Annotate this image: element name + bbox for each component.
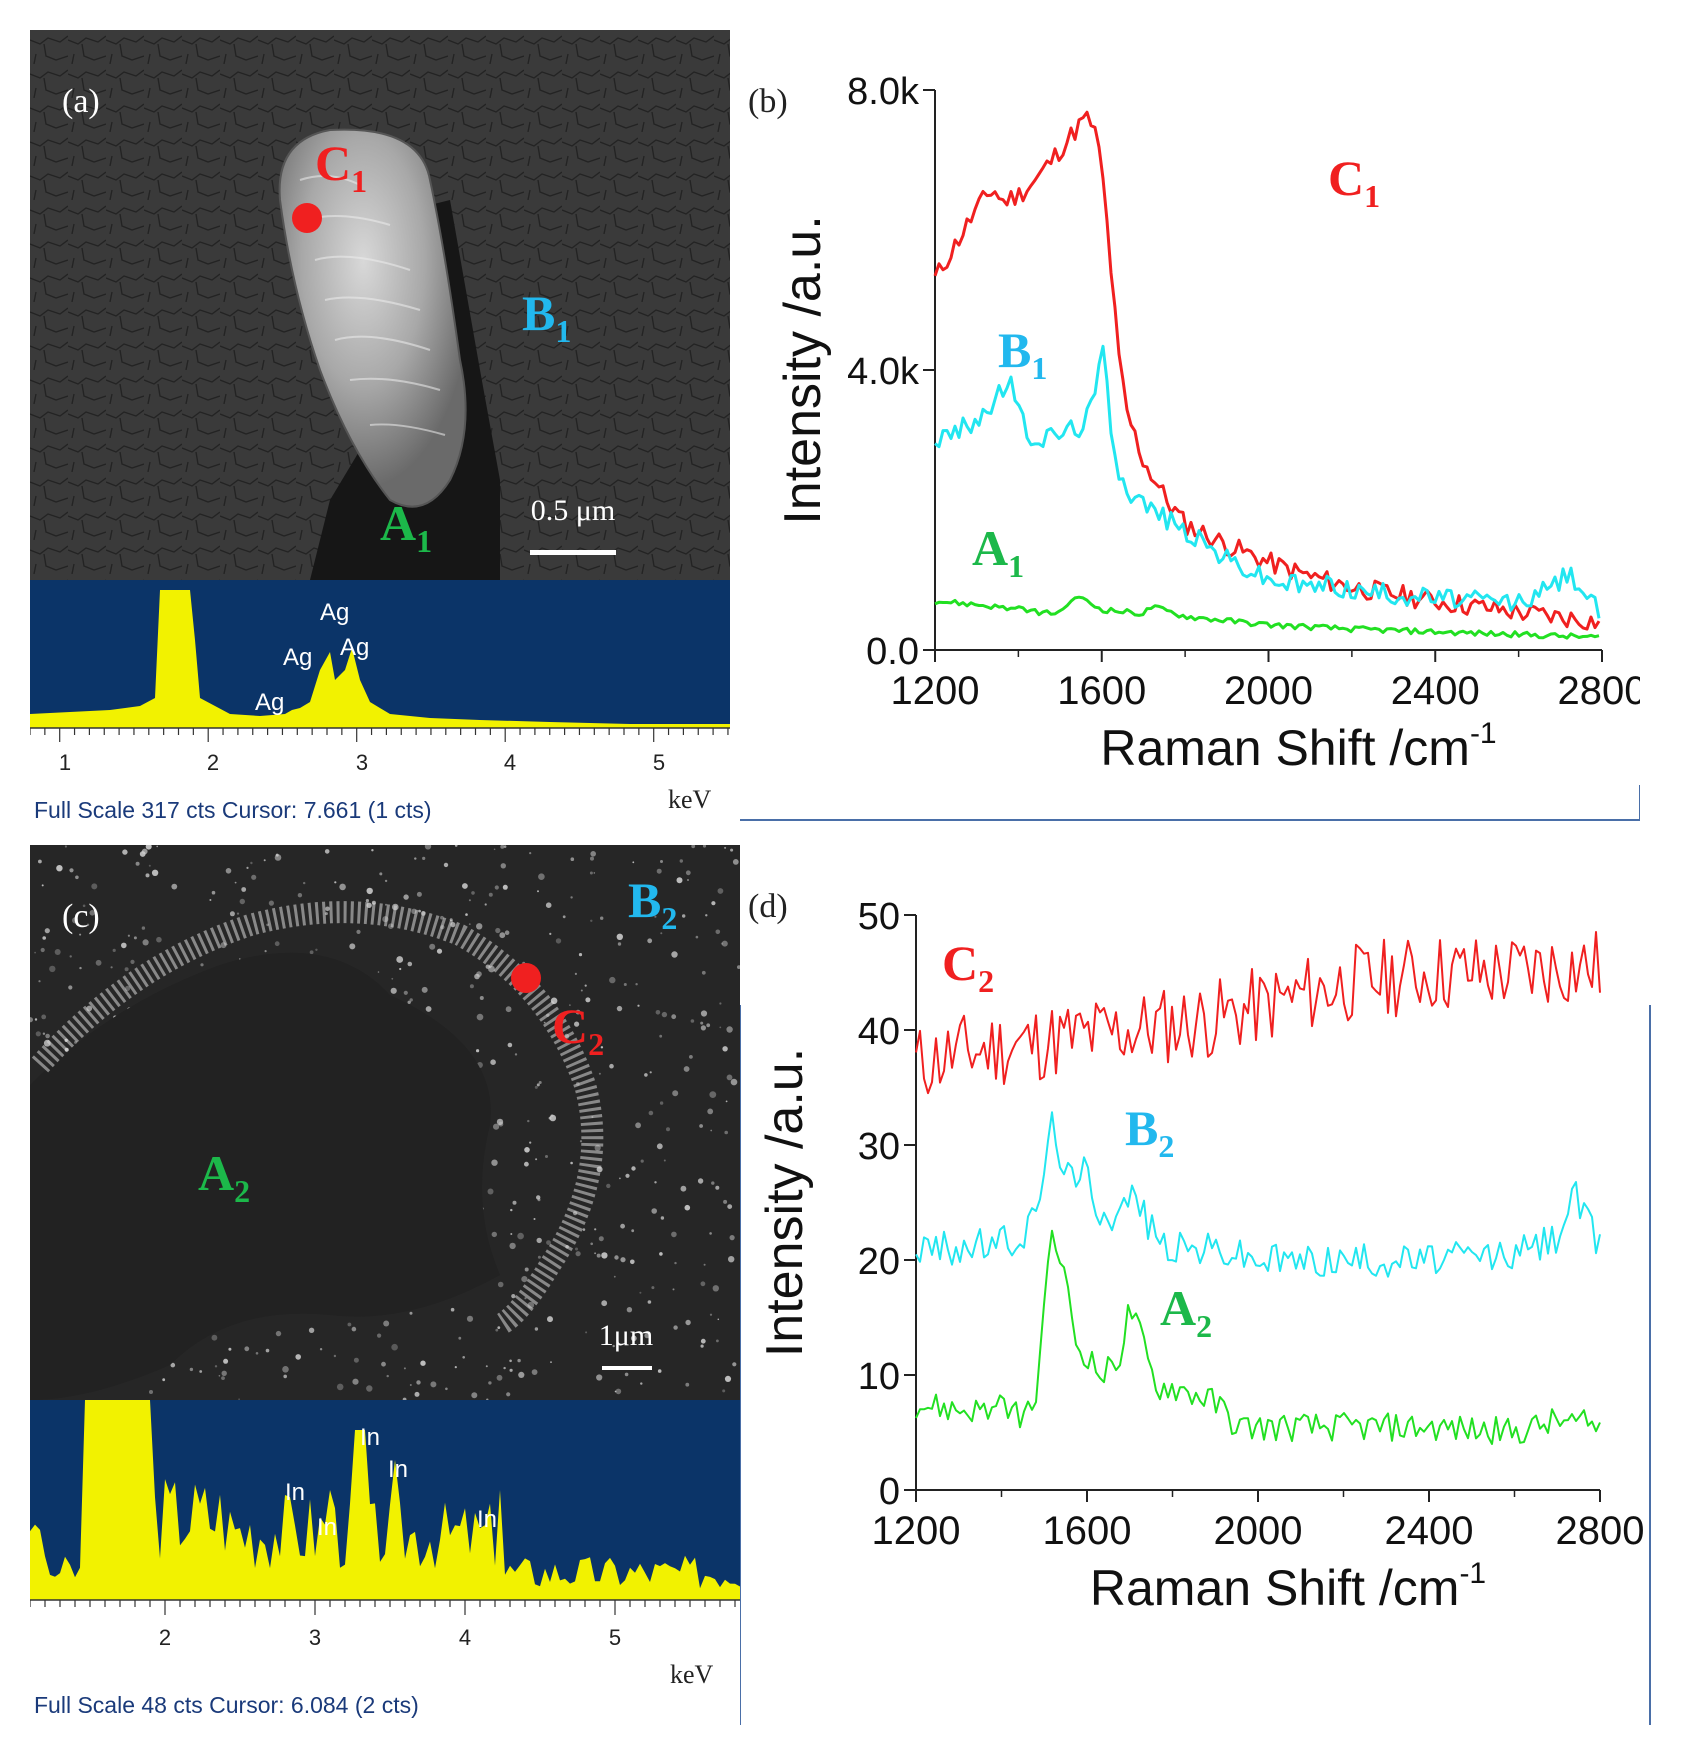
point-label-c2: C2 (552, 998, 604, 1062)
point-c1-marker (292, 203, 322, 233)
point-label-b1: B1 (522, 285, 571, 349)
eds-tick-label-c: 3 (309, 1625, 321, 1650)
y-tick-label: 30 (858, 1126, 900, 1168)
eds-tick-label-a: 1 (59, 750, 71, 775)
eds-spectrum-a (30, 580, 730, 728)
y-tick-label: 8.0k (847, 71, 920, 113)
series-line-c1 (933, 110, 1601, 631)
series-label-c2: C2 (942, 935, 994, 999)
y-axis-label: Intensity /a.u. (774, 215, 832, 524)
series-line-a2 (915, 1229, 1601, 1445)
panel-label-b: (b) (748, 83, 788, 120)
series-label-a1: A1 (972, 520, 1024, 584)
x-tick-label: 2000 (1224, 669, 1313, 713)
eds-tick-label-a: 2 (207, 750, 219, 775)
eds-tick-label-a: 4 (504, 750, 516, 775)
x-tick-label: 2800 (1556, 1509, 1645, 1553)
scale-bar-label-c: 1μm (599, 1319, 653, 1352)
x-axis-label: Raman Shift /cm-1 (1090, 1557, 1486, 1616)
panel-b: (b) 1200 1600 2000 2400 2800 0.0 4.0k 8.0k Raman… (740, 40, 1646, 830)
eds-peak-label-a: Ag (255, 689, 284, 716)
series-label-b1: B1 (998, 322, 1047, 386)
dark-region-c (30, 952, 500, 1400)
series-label-a2: A2 (1160, 1280, 1212, 1344)
series-label-c1: C1 (1328, 150, 1380, 214)
panel-d: (d) 1200 1600 2000 2400 2800 0 10 20 30 40 50 Raman… (739, 845, 1660, 1725)
eds-peak-label-a: Ag (340, 634, 369, 661)
eds-peak-label-c: In (360, 1424, 380, 1451)
panel-frame-d (739, 1005, 1651, 1725)
series-line-a1 (934, 595, 1600, 640)
panel-label-c: (c) (62, 898, 100, 935)
eds-fill-c (30, 1400, 740, 1600)
y-tick-label: 0 (879, 1471, 900, 1513)
x-axis-label: Raman Shift /cm-1 (1100, 717, 1496, 776)
y-tick-label: 4.0k (847, 351, 920, 393)
panel-a-svg: (a) C1 B1 A1 0.5 μm Ag Ag Ag Ag 1 2 3 4 … (29, 30, 730, 830)
eds-unit-c: keV (670, 1660, 714, 1689)
series-line-b1 (934, 344, 1601, 619)
y-tick-label: 10 (858, 1356, 900, 1398)
eds-tick-label-c: 2 (159, 1625, 171, 1650)
x-tick-label: 2400 (1385, 1509, 1474, 1553)
panel-c-svg: (c) B2 C2 A2 1μm In In In In In 2 3 4 5 … (27, 843, 741, 1725)
eds-tick-label-c: 5 (609, 1625, 621, 1650)
series-line-c2 (915, 931, 1601, 1095)
eds-footer-a: Full Scale 317 cts Cursor: 7.661 (1 cts) (34, 797, 432, 823)
eds-tick-label-c: 4 (459, 1625, 471, 1650)
x-tick-label: 1200 (872, 1509, 961, 1553)
y-tick-label: 50 (858, 896, 900, 938)
panel-c: (c) B2 C2 A2 1μm In In In In In 2 3 4 5 … (27, 843, 741, 1725)
eds-peak-label-c: In (388, 1456, 408, 1483)
x-tick-label: 1600 (1043, 1509, 1132, 1553)
x-tick-label: 2400 (1391, 669, 1480, 713)
eds-footer-c: Full Scale 48 cts Cursor: 6.084 (2 cts) (34, 1692, 419, 1718)
point-label-b2: B2 (628, 872, 677, 936)
eds-fill-a (30, 590, 730, 728)
series-label-b2: B2 (1125, 1100, 1174, 1164)
panel-label-d: (d) (748, 888, 788, 925)
y-tick-label: 40 (858, 1011, 900, 1053)
y-tick-label: 0.0 (866, 631, 919, 673)
eds-tick-label-a: 5 (653, 750, 665, 775)
panel-a: (a) C1 B1 A1 0.5 μm Ag Ag Ag Ag 1 2 3 4 … (29, 30, 730, 830)
scale-bar-c (602, 1366, 652, 1370)
eds-peak-label-a: Ag (283, 644, 312, 671)
eds-tick-label-a: 3 (356, 750, 368, 775)
eds-peak-label-c: In (317, 1514, 337, 1541)
scale-bar-a (530, 550, 616, 555)
series-line-b2 (915, 1111, 1601, 1278)
x-tick-label: 1600 (1057, 669, 1146, 713)
y-tick-label: 20 (858, 1241, 900, 1283)
point-label-a2: A2 (198, 1145, 250, 1209)
eds-peak-label-c: In (285, 1479, 305, 1506)
y-axis-label: Intensity /a.u. (756, 1048, 814, 1357)
panel-frame-b (740, 785, 1641, 821)
point-label-c1: C1 (315, 135, 367, 199)
eds-peak-label-a: Ag (320, 599, 349, 626)
x-tick-label: 1200 (891, 669, 980, 713)
x-tick-label: 2000 (1214, 1509, 1303, 1553)
point-c2-marker (511, 963, 541, 993)
point-label-a1: A1 (380, 495, 432, 559)
eds-peak-label-c: In (477, 1506, 497, 1533)
eds-unit-a: keV (668, 785, 712, 814)
x-tick-label: 2800 (1558, 669, 1640, 713)
raman-chart-d: (d) 1200 1600 2000 2400 2800 0 10 20 30 40 50 Raman… (739, 888, 1651, 1725)
scale-bar-label-a: 0.5 μm (531, 494, 615, 527)
sem-rod (278, 128, 467, 508)
panel-label-a: (a) (62, 83, 100, 120)
raman-chart-b: (b) 1200 1600 2000 2400 2800 0.0 4.0k 8.0k Raman… (740, 71, 1646, 821)
